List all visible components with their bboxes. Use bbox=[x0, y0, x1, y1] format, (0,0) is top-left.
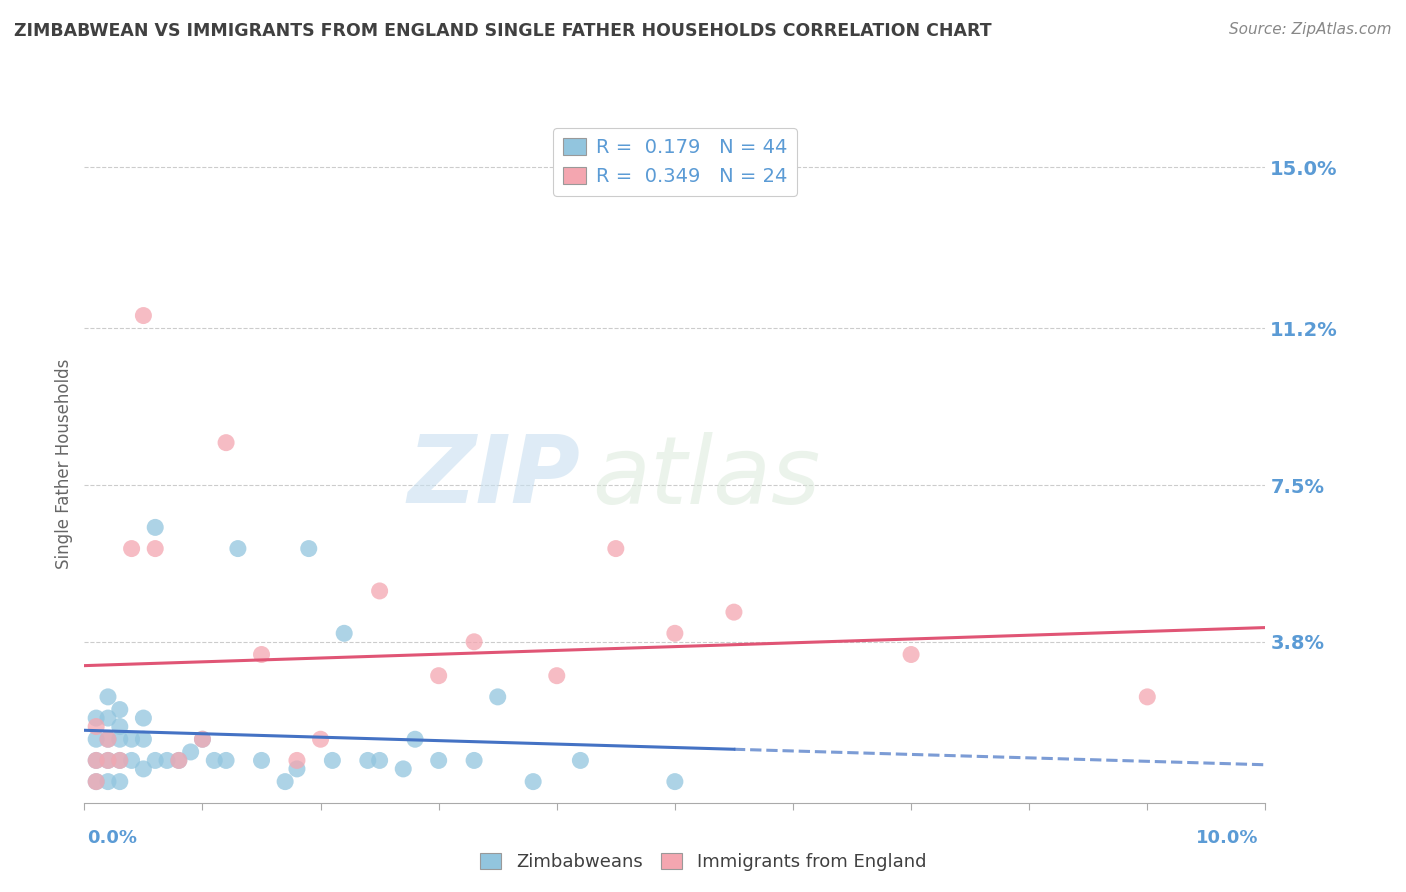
Point bbox=[108, 732, 131, 747]
Point bbox=[84, 732, 107, 747]
Point bbox=[84, 719, 107, 733]
Point bbox=[226, 541, 249, 556]
Point bbox=[108, 774, 131, 789]
Point bbox=[357, 753, 380, 767]
Point bbox=[108, 703, 131, 717]
Point bbox=[723, 605, 745, 619]
Point bbox=[191, 732, 214, 747]
Point bbox=[84, 774, 107, 789]
Point bbox=[97, 753, 120, 767]
Point bbox=[167, 753, 190, 767]
Point bbox=[664, 626, 686, 640]
Point bbox=[121, 541, 143, 556]
Point bbox=[156, 753, 179, 767]
Point bbox=[121, 732, 143, 747]
Text: 10.0%: 10.0% bbox=[1197, 829, 1258, 847]
Point bbox=[121, 753, 143, 767]
Text: ZIMBABWEAN VS IMMIGRANTS FROM ENGLAND SINGLE FATHER HOUSEHOLDS CORRELATION CHART: ZIMBABWEAN VS IMMIGRANTS FROM ENGLAND SI… bbox=[14, 22, 991, 40]
Point bbox=[321, 753, 343, 767]
Point bbox=[167, 753, 190, 767]
Point bbox=[108, 753, 131, 767]
Point bbox=[97, 732, 120, 747]
Point bbox=[143, 753, 166, 767]
Point bbox=[900, 648, 922, 662]
Text: Source: ZipAtlas.com: Source: ZipAtlas.com bbox=[1229, 22, 1392, 37]
Point bbox=[298, 541, 321, 556]
Point bbox=[605, 541, 627, 556]
Point bbox=[84, 753, 107, 767]
Point bbox=[84, 711, 107, 725]
Point bbox=[132, 732, 155, 747]
Point bbox=[250, 753, 273, 767]
Point bbox=[132, 309, 155, 323]
Point bbox=[97, 774, 120, 789]
Point bbox=[285, 762, 308, 776]
Point bbox=[97, 690, 120, 704]
Point bbox=[309, 732, 332, 747]
Point bbox=[1136, 690, 1159, 704]
Point bbox=[108, 753, 131, 767]
Point bbox=[522, 774, 544, 789]
Point bbox=[569, 753, 592, 767]
Point bbox=[404, 732, 426, 747]
Point bbox=[463, 635, 485, 649]
Point bbox=[250, 648, 273, 662]
Point bbox=[274, 774, 297, 789]
Point bbox=[463, 753, 485, 767]
Point bbox=[143, 520, 166, 534]
Point bbox=[392, 762, 415, 776]
Point bbox=[664, 774, 686, 789]
Point bbox=[368, 753, 391, 767]
Point bbox=[108, 719, 131, 733]
Text: atlas: atlas bbox=[592, 432, 821, 523]
Point bbox=[180, 745, 202, 759]
Y-axis label: Single Father Households: Single Father Households bbox=[55, 359, 73, 569]
Point bbox=[486, 690, 509, 704]
Point bbox=[546, 669, 568, 683]
Point bbox=[215, 435, 238, 450]
Point bbox=[202, 753, 225, 767]
Legend: R =  0.179   N = 44, R =  0.349   N = 24: R = 0.179 N = 44, R = 0.349 N = 24 bbox=[553, 128, 797, 195]
Point bbox=[97, 711, 120, 725]
Legend: Zimbabweans, Immigrants from England: Zimbabweans, Immigrants from England bbox=[472, 846, 934, 879]
Point bbox=[143, 541, 166, 556]
Point bbox=[215, 753, 238, 767]
Point bbox=[97, 753, 120, 767]
Point bbox=[132, 762, 155, 776]
Point bbox=[84, 774, 107, 789]
Text: 0.0%: 0.0% bbox=[87, 829, 138, 847]
Point bbox=[132, 711, 155, 725]
Point bbox=[368, 584, 391, 599]
Point bbox=[191, 732, 214, 747]
Point bbox=[427, 753, 450, 767]
Point bbox=[427, 669, 450, 683]
Point bbox=[285, 753, 308, 767]
Point bbox=[84, 753, 107, 767]
Point bbox=[333, 626, 356, 640]
Point bbox=[97, 732, 120, 747]
Text: ZIP: ZIP bbox=[408, 432, 581, 524]
